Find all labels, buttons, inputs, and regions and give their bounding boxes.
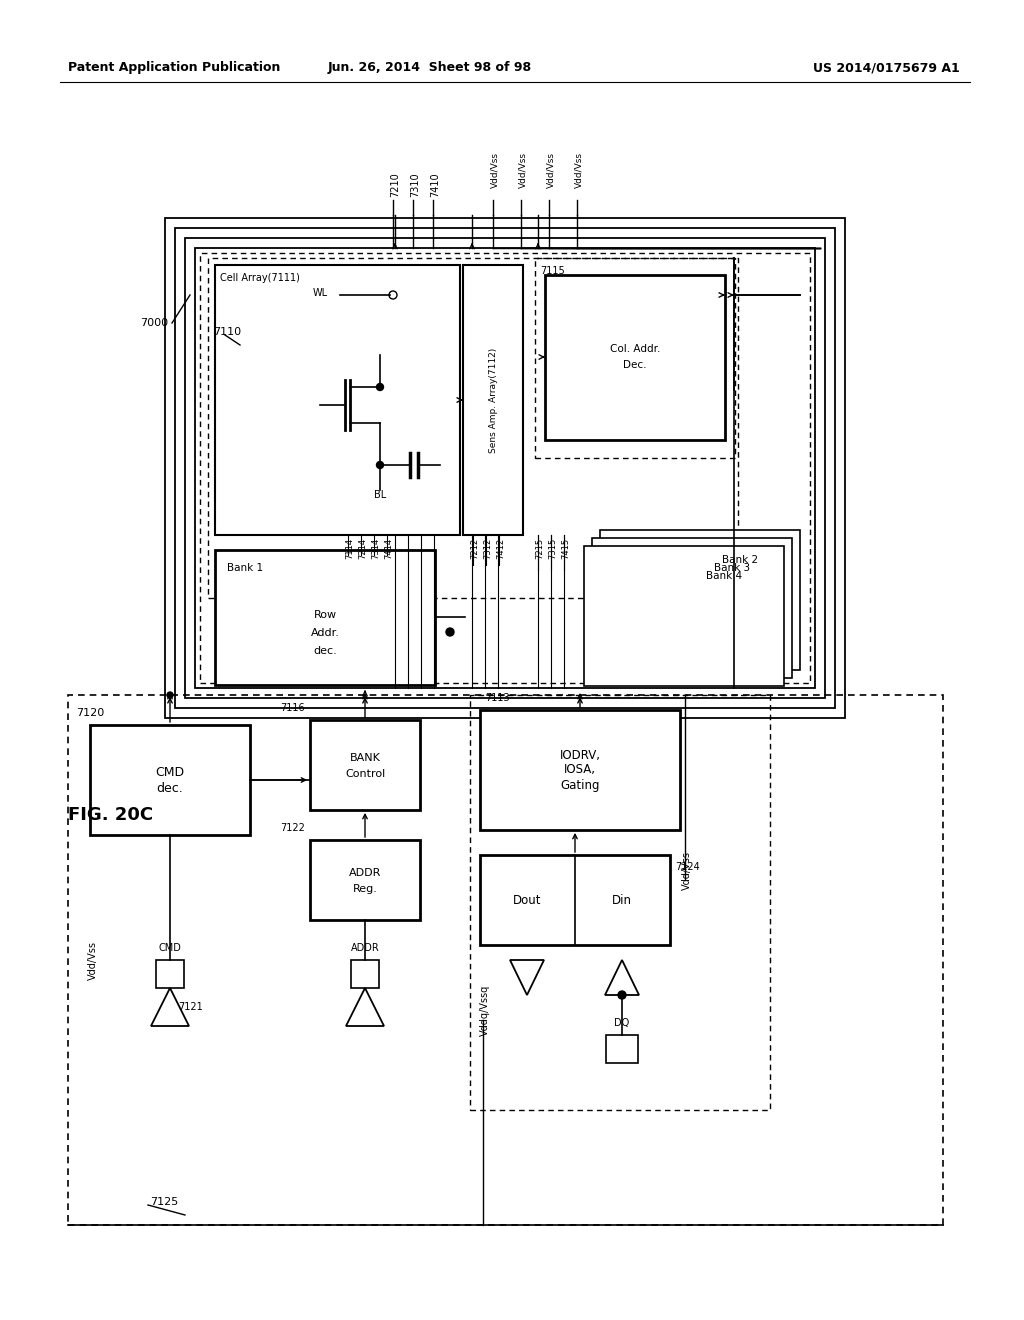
- Bar: [600, 531, 800, 671]
- Bar: [68, 696, 943, 1225]
- Text: Dout: Dout: [513, 894, 542, 907]
- Circle shape: [377, 462, 384, 469]
- Text: 7215: 7215: [535, 537, 544, 558]
- Text: FIG. 20C: FIG. 20C: [68, 807, 154, 824]
- Text: IOSA,: IOSA,: [564, 763, 596, 776]
- Bar: [606, 1035, 638, 1063]
- Text: Sens Amp. Array(7112): Sens Amp. Array(7112): [488, 347, 498, 453]
- Text: 7314: 7314: [371, 537, 380, 558]
- Text: 7312: 7312: [483, 537, 492, 558]
- Bar: [545, 275, 725, 440]
- Text: WL: WL: [312, 288, 328, 298]
- Text: Vdd/Vss: Vdd/Vss: [574, 152, 583, 187]
- Text: Dec.: Dec.: [624, 360, 647, 370]
- Text: dec.: dec.: [313, 645, 337, 656]
- Text: 7214: 7214: [358, 537, 367, 558]
- Text: Reg.: Reg.: [352, 884, 378, 894]
- Bar: [310, 840, 420, 920]
- Bar: [592, 539, 792, 678]
- Text: 7116: 7116: [281, 704, 305, 713]
- Bar: [470, 696, 770, 1110]
- Bar: [215, 550, 435, 685]
- Bar: [200, 253, 810, 682]
- Text: 7125: 7125: [150, 1197, 178, 1206]
- Text: Vdd/Vss: Vdd/Vss: [490, 152, 499, 187]
- Text: DQ: DQ: [614, 1018, 630, 1028]
- Circle shape: [618, 991, 626, 999]
- Bar: [584, 546, 784, 686]
- Bar: [351, 960, 379, 987]
- Bar: [463, 265, 523, 535]
- Text: 7124: 7124: [675, 862, 699, 873]
- Text: ADDR: ADDR: [350, 942, 379, 953]
- Text: dec.: dec.: [157, 783, 183, 796]
- Circle shape: [167, 692, 173, 698]
- Text: 7414: 7414: [384, 537, 393, 558]
- Bar: [208, 257, 738, 598]
- Bar: [535, 257, 735, 458]
- Text: Bank 1: Bank 1: [227, 564, 263, 573]
- Text: BL: BL: [374, 490, 386, 500]
- Text: IODRV,: IODRV,: [559, 748, 600, 762]
- Text: 7212: 7212: [470, 537, 479, 558]
- Text: Vdd/Vss: Vdd/Vss: [682, 850, 692, 890]
- Text: Vdd/Vss: Vdd/Vss: [518, 152, 527, 187]
- Text: 7115: 7115: [540, 267, 565, 276]
- Bar: [480, 710, 680, 830]
- Text: Bank 4: Bank 4: [706, 572, 742, 581]
- Text: Bank 3: Bank 3: [714, 564, 750, 573]
- Text: Cell Array(7111): Cell Array(7111): [220, 273, 300, 282]
- Text: 7110: 7110: [213, 327, 241, 337]
- Bar: [90, 725, 250, 836]
- Bar: [156, 960, 184, 987]
- Text: 7310: 7310: [410, 173, 420, 197]
- Bar: [215, 265, 460, 535]
- Text: 7114: 7114: [345, 537, 354, 558]
- Bar: [195, 248, 815, 688]
- Bar: [165, 218, 845, 718]
- Text: Control: Control: [345, 770, 385, 779]
- Text: 7122: 7122: [281, 822, 305, 833]
- Circle shape: [446, 628, 454, 636]
- Text: Vdd/Vss: Vdd/Vss: [546, 152, 555, 187]
- Text: 7210: 7210: [390, 173, 400, 198]
- Circle shape: [377, 384, 384, 391]
- Text: CMD: CMD: [159, 942, 181, 953]
- Text: Vdd/Vss: Vdd/Vss: [88, 940, 98, 979]
- Text: 7410: 7410: [430, 173, 440, 197]
- Text: Addr.: Addr.: [310, 628, 339, 638]
- Text: US 2014/0175679 A1: US 2014/0175679 A1: [813, 62, 961, 74]
- Text: Jun. 26, 2014  Sheet 98 of 98: Jun. 26, 2014 Sheet 98 of 98: [328, 62, 532, 74]
- Text: Vddq/Vssq: Vddq/Vssq: [480, 985, 490, 1036]
- Text: Patent Application Publication: Patent Application Publication: [68, 62, 281, 74]
- Text: Bank 2: Bank 2: [722, 554, 758, 565]
- Text: 7315: 7315: [548, 537, 557, 558]
- Text: 7121: 7121: [178, 1002, 203, 1012]
- Text: Din: Din: [612, 894, 632, 907]
- Text: Col. Addr.: Col. Addr.: [610, 345, 660, 354]
- Text: 7415: 7415: [561, 537, 570, 558]
- Text: 7000: 7000: [140, 318, 168, 327]
- Text: 7113: 7113: [485, 693, 510, 704]
- Text: Row: Row: [313, 610, 337, 620]
- Text: CMD: CMD: [156, 767, 184, 780]
- Text: ADDR: ADDR: [349, 869, 381, 878]
- Bar: [310, 719, 420, 810]
- Bar: [185, 238, 825, 698]
- Text: 7120: 7120: [76, 708, 104, 718]
- Bar: [480, 855, 670, 945]
- Bar: [175, 228, 835, 708]
- Text: BANK: BANK: [349, 752, 381, 763]
- Text: Gating: Gating: [560, 779, 600, 792]
- Text: 7412: 7412: [496, 537, 505, 558]
